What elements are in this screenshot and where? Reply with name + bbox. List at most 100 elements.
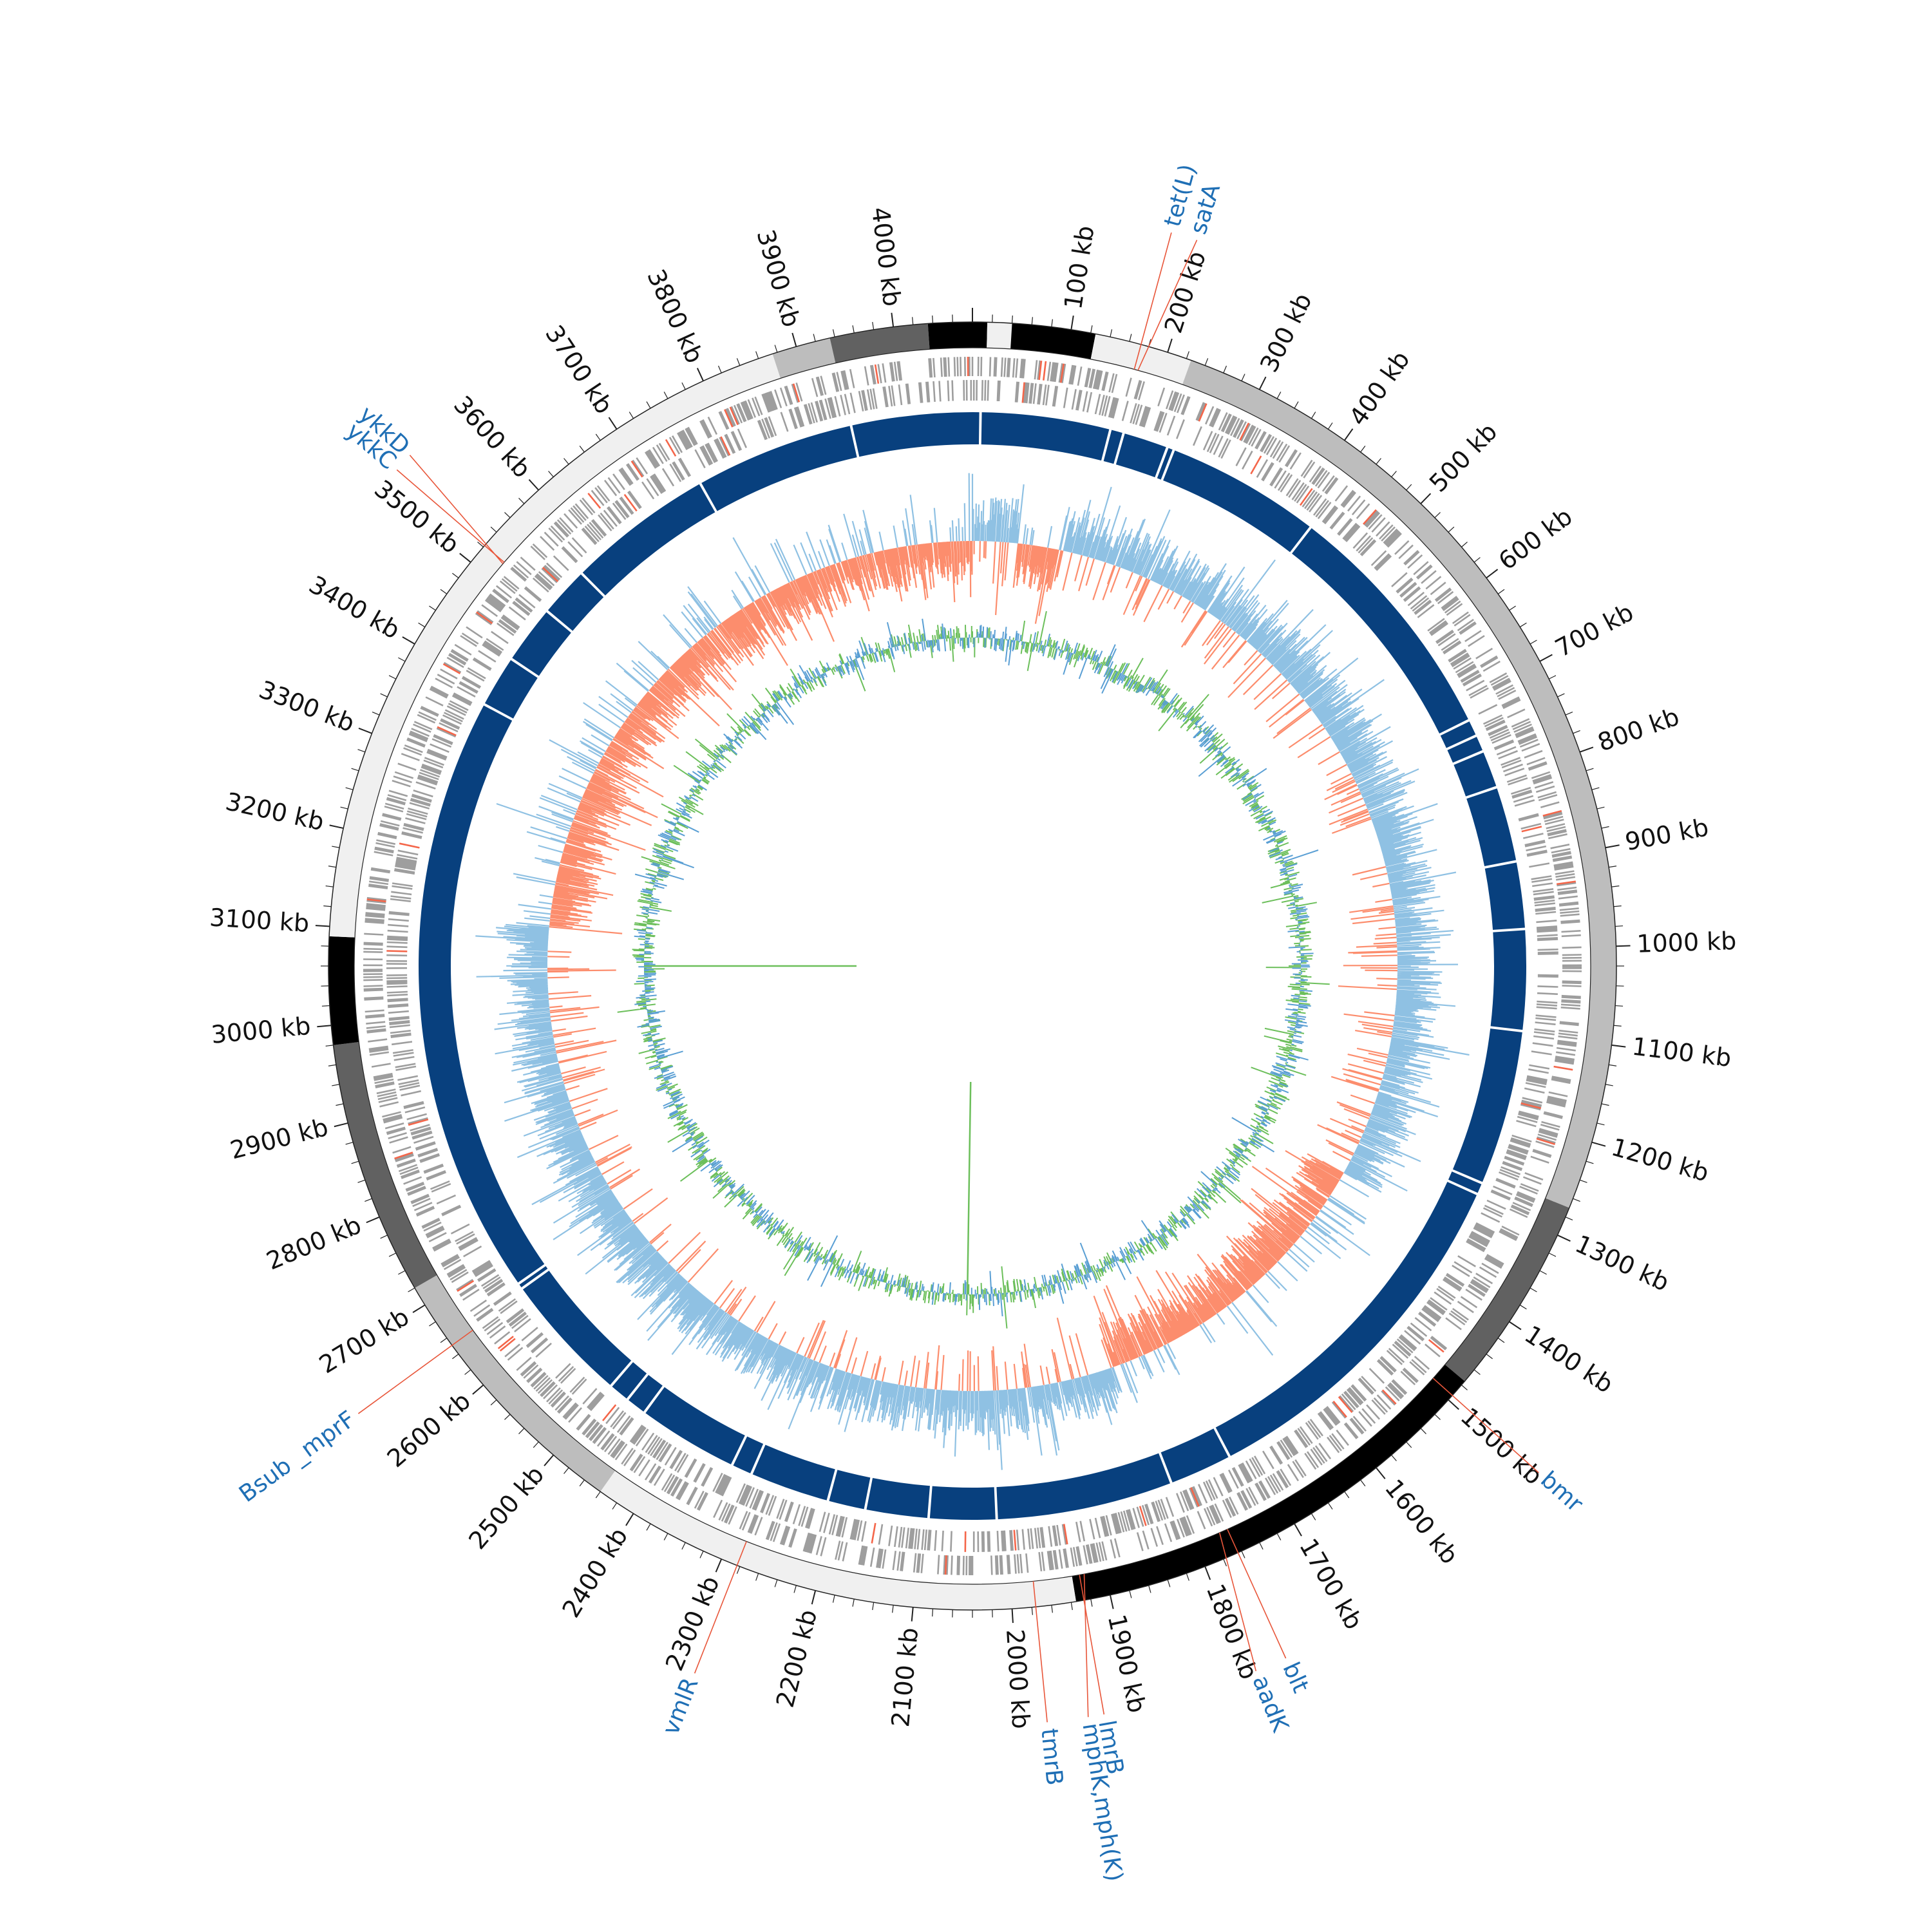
minor-tick [1601, 1103, 1609, 1106]
minor-tick [325, 886, 334, 887]
contig-band [987, 322, 1012, 349]
minor-tick [832, 329, 835, 337]
contig-band [600, 1470, 1076, 1611]
major-tick [1557, 1235, 1571, 1242]
gene-label-leader [1432, 1378, 1539, 1473]
minor-tick [736, 1566, 741, 1574]
minor-tick [1311, 412, 1316, 419]
contig-band [1090, 334, 1191, 385]
minor-tick [1276, 1533, 1282, 1540]
coding-block [1484, 862, 1525, 930]
minor-tick [1565, 1217, 1573, 1221]
gene-label-leader [1032, 1581, 1048, 1723]
gc-content-alt-bars [634, 618, 1319, 1316]
minor-tick [663, 392, 668, 399]
minor-tick [372, 711, 380, 715]
minor-tick [774, 1579, 778, 1587]
minor-tick [1129, 1590, 1132, 1598]
minor-tick [1241, 374, 1245, 381]
contig-band [1072, 1364, 1465, 1602]
contig-ring [328, 321, 1617, 1611]
minor-tick [595, 433, 601, 441]
minor-tick [1573, 730, 1580, 734]
minor-tick [1110, 329, 1113, 337]
coding-block [1448, 1171, 1482, 1193]
coding-block [1115, 433, 1166, 478]
major-tick [315, 925, 330, 927]
coding-block [1160, 1428, 1229, 1482]
minor-tick [1294, 401, 1299, 409]
major-tick [608, 417, 618, 430]
major-tick [1486, 569, 1499, 579]
highlighted-gene-ticks [366, 356, 1576, 1575]
minor-tick [1573, 1198, 1580, 1202]
coding-block [996, 1453, 1170, 1520]
minor-tick [1586, 1160, 1594, 1164]
coding-block [929, 1486, 996, 1520]
minor-tick [440, 1338, 448, 1343]
minor-tick [663, 1533, 668, 1540]
contig-band [329, 354, 781, 938]
minor-tick [1259, 1542, 1264, 1550]
gene-label-leader [396, 469, 505, 563]
minor-tick [1497, 589, 1505, 594]
minor-tick [1609, 1064, 1617, 1066]
major-tick [625, 1513, 634, 1526]
contig-band [1010, 323, 1096, 359]
major-tick [1109, 1595, 1114, 1609]
coding-block [519, 1265, 548, 1288]
gene-label-leader [1227, 1529, 1287, 1659]
major-tick [811, 1590, 817, 1605]
minor-tick [579, 446, 585, 453]
gene-label-leader [1218, 1532, 1257, 1671]
scale-tick-label: 1000 kb [1636, 927, 1737, 958]
minor-tick [1473, 1369, 1481, 1375]
minor-tick [518, 498, 525, 504]
coding-block [1454, 752, 1497, 797]
minor-tick [398, 657, 406, 662]
scale-ticks [315, 308, 1631, 1624]
coding-block [1292, 528, 1468, 734]
minor-tick [852, 1598, 855, 1607]
minor-tick [388, 675, 397, 679]
contig-band [333, 1041, 437, 1288]
minor-tick [345, 787, 354, 790]
contig-ring-inner-edge [354, 347, 1591, 1585]
minor-tick [332, 846, 340, 848]
major-tick [1376, 1467, 1386, 1479]
minor-tick [323, 905, 332, 907]
major-tick [911, 1607, 914, 1622]
minor-tick [872, 321, 875, 330]
contig-band [772, 337, 836, 379]
minor-tick [736, 358, 741, 366]
major-tick [696, 368, 704, 381]
gene-label-leader [1083, 1574, 1089, 1718]
minor-tick [1344, 1491, 1350, 1499]
coding-block [733, 1436, 764, 1473]
gene-label-leader [1137, 240, 1198, 371]
minor-tick [1530, 639, 1537, 645]
minor-tick [564, 1467, 569, 1474]
major-tick [544, 1454, 554, 1466]
gc-content-track [617, 611, 1330, 1329]
minor-tick [1519, 622, 1527, 628]
contig-band [829, 323, 930, 363]
minor-tick [1223, 1558, 1227, 1567]
minor-tick [398, 1270, 406, 1275]
gc-content-bars [617, 611, 1330, 1329]
minor-tick [1557, 693, 1565, 697]
minor-tick [548, 471, 554, 477]
major-tick [412, 1304, 426, 1313]
minor-tick [1223, 365, 1227, 374]
minor-tick [365, 1198, 372, 1202]
minor-tick [1613, 1025, 1622, 1027]
minor-tick [1486, 1354, 1493, 1359]
minor-tick [1241, 1551, 1245, 1558]
minor-tick [1391, 1455, 1397, 1461]
minor-tick [351, 1160, 359, 1164]
minor-tick [1611, 886, 1620, 887]
minor-tick [1327, 1502, 1333, 1510]
minor-tick [1613, 905, 1622, 907]
major-tick [1605, 844, 1620, 849]
minor-tick [579, 1479, 585, 1486]
